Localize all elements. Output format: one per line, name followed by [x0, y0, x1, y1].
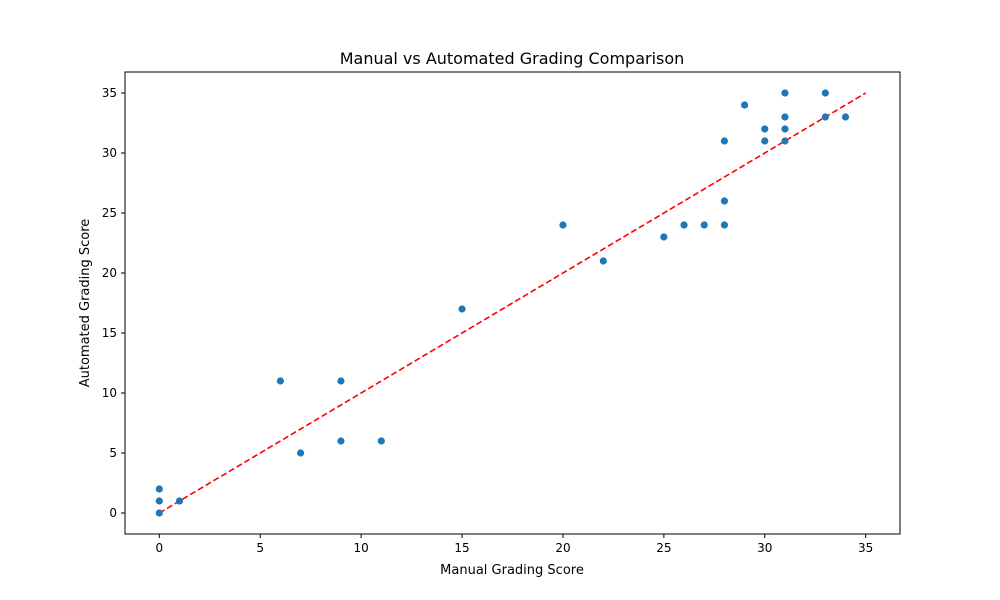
plot-area: 0 5 10 15 20 25 30 35 0 5 10 15 20 25 30 35 [102, 71, 901, 555]
data-point [761, 125, 769, 133]
data-point [781, 89, 789, 97]
y-tick-label: 25 [102, 206, 117, 220]
data-point [155, 485, 163, 493]
x-tick-label: 20 [555, 541, 570, 555]
x-tick-label: 5 [256, 541, 264, 555]
data-point [781, 125, 789, 133]
data-point [155, 497, 163, 505]
data-point [720, 137, 729, 145]
y-tick-label: 10 [102, 386, 117, 400]
data-point [821, 113, 829, 121]
x-tick-label: 10 [353, 541, 368, 555]
data-point [296, 449, 305, 457]
data-point [821, 89, 829, 97]
data-point [458, 305, 466, 313]
data-point [781, 113, 789, 121]
y-tick-label: 35 [102, 86, 117, 100]
y-tick-label: 0 [109, 506, 117, 520]
chart-title: Manual vs Automated Grading Comparison [340, 49, 685, 68]
data-point [175, 497, 184, 505]
data-point [276, 377, 285, 385]
data-point [740, 101, 749, 109]
data-point [155, 509, 163, 517]
x-tick-label: 25 [656, 541, 671, 555]
y-axis-label: Automated Grading Score [78, 219, 93, 388]
data-point [720, 221, 729, 229]
data-point [337, 377, 345, 385]
data-point [781, 137, 789, 145]
data-point [559, 221, 567, 229]
data-point [599, 257, 607, 265]
data-point [700, 221, 708, 229]
x-tick-label: 0 [155, 541, 163, 555]
plot-frame [124, 71, 901, 535]
y-tick-label: 20 [102, 266, 117, 280]
x-axis-label: Manual Grading Score [440, 563, 584, 578]
data-point [761, 137, 769, 145]
data-point [841, 113, 850, 121]
data-point [377, 437, 385, 445]
data-point [720, 197, 729, 205]
y-tick-label: 30 [102, 146, 117, 160]
x-tick-label: 35 [858, 541, 873, 555]
y-tick-label: 5 [109, 446, 117, 460]
reference-line [158, 92, 867, 514]
data-point [337, 437, 345, 445]
data-point [660, 233, 668, 241]
x-tick-label: 15 [454, 541, 469, 555]
x-tick-label: 30 [757, 541, 772, 555]
y-tick-label: 15 [102, 326, 117, 340]
data-point [680, 221, 688, 229]
